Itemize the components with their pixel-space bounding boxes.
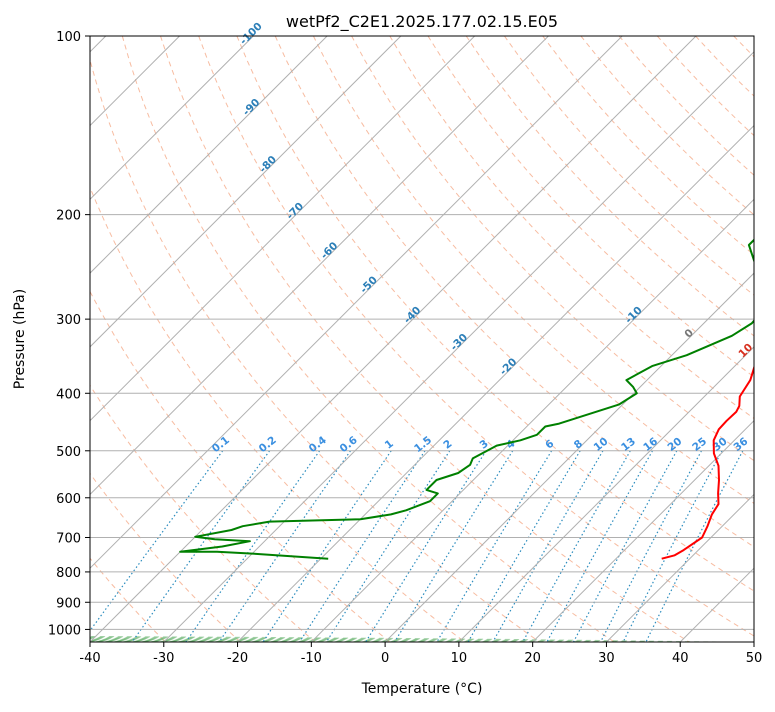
moist-adiabat [0,623,238,642]
mixing-ratio-label: 0.2 [257,434,279,455]
x-tick-label: 20 [524,651,541,666]
dry-adiabat [504,36,775,644]
y-axis-label: Pressure (hPa) [12,289,28,389]
dry-adiabat-label: -100 [238,20,265,47]
y-tick-label: 500 [56,445,81,460]
x-tick-label: -30 [153,651,174,666]
y-tick-label: 200 [56,209,81,224]
dry-adiabat [275,36,775,644]
dry-adiabat [313,36,775,644]
dry-adiabat-label: -10 [623,304,645,326]
dry-adiabat-label: -30 [448,331,470,353]
dry-adiabat [657,36,775,644]
isotherm-gridline [754,36,775,642]
dry-adiabat [543,36,775,644]
dry-adiabat [199,36,768,644]
y-tick-label: 700 [56,532,81,547]
mixing-ratio-line [436,451,552,645]
mixing-ratio-label: 1 [383,438,396,452]
mixing-ratio-line [218,451,351,645]
dry-adiabat [696,36,775,644]
y-axis: 1000 900 800 700 600 500 400 300 200 100 [48,30,90,638]
isotherm-gridline [385,36,775,642]
mixing-ratio-line [80,451,223,645]
y-tick-label: 800 [56,566,81,581]
mixing-ratio-label: 8 [572,438,585,452]
x-tick-label: 50 [746,651,763,666]
dry-adiabat [0,36,243,644]
dry-adiabat-label: -60 [318,240,340,262]
mixing-ratio-label: 6 [543,438,556,452]
dry-adiabat-label: -90 [241,96,263,118]
mixing-ratio-line [467,451,581,645]
chart-title: wetPf2_C2E1.2025.177.02.15.E05 [286,12,558,32]
background-lines [0,36,775,644]
y-tick-label: 300 [56,313,81,328]
x-tick-label: -40 [79,651,100,666]
y-tick-label: 1000 [48,623,81,638]
x-tick-label: 10 [451,651,468,666]
y-tick-label: 100 [56,30,81,45]
dry-adiabat-label: -70 [284,200,306,222]
dry-adiabat-label: -50 [358,274,380,296]
dry-adiabat-label: -80 [257,154,279,176]
isotherm-gridline [16,36,622,642]
dry-adiabat [0,36,318,644]
isotherm-gridline [311,36,775,642]
y-tick-label: 400 [56,387,81,402]
isotherm-gridline [0,36,475,642]
x-tick-label: -20 [227,651,248,666]
dry-adiabat [352,36,775,644]
isotherm-gridline [459,36,775,642]
isotherm-gridline [238,36,775,642]
dry-adiabat-label: -20 [498,356,520,378]
dry-adiabat-label: 10 [736,341,755,360]
x-tick-label: 30 [598,651,615,666]
mixing-ratio-label: 0.6 [338,434,360,455]
mixing-ratio-label: 1.5 [412,434,434,455]
dry-adiabat-label: 0 [682,327,696,341]
mixing-ratio-label: 2 [441,438,454,452]
mixing-ratio-line [645,451,743,645]
mixing-ratio-label: 0.4 [307,434,329,455]
dry-adiabat [8,36,393,644]
x-tick-label: 40 [672,651,689,666]
dry-adiabat-label: -40 [402,304,424,326]
isotherm-gridline [680,36,775,642]
mixing-ratio-line [364,451,486,645]
y-tick-label: 900 [56,596,81,611]
isotherm-gridline [533,36,775,642]
y-tick-label: 600 [56,492,81,507]
x-axis-label: Temperature (°C) [361,681,483,697]
isotherm-gridline [0,36,327,642]
temperature-profile [662,36,775,559]
mixing-ratio-line [572,451,677,645]
dry-adiabat [390,36,775,644]
x-tick-label: -10 [301,651,322,666]
mixing-ratio-label: 0.1 [210,434,232,455]
x-axis: -40 -30 -20 -10 0 10 20 30 40 50 [79,642,762,666]
mixing-ratio-label: 4 [504,438,517,452]
moist-adiabat [0,620,570,642]
x-tick-label: 0 [381,651,389,666]
dry-adiabat [122,36,618,644]
